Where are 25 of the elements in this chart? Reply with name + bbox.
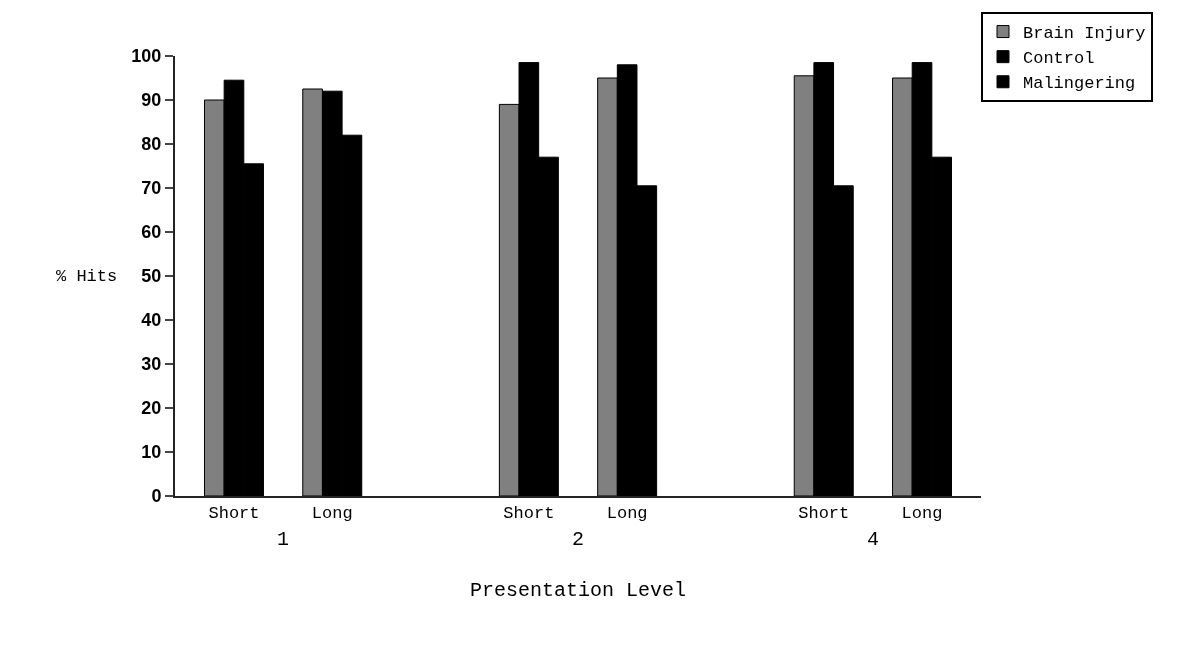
text: 1 — [277, 528, 290, 551]
x-tick-label: Short — [503, 504, 555, 524]
y-tick-label: 70 — [141, 178, 162, 199]
x-tick-label: Long — [901, 504, 943, 524]
legend-label: Brain Injury — [1023, 24, 1146, 44]
x-tick-label: Short — [208, 504, 260, 524]
legend-label: Malingering — [1023, 74, 1136, 94]
y-tick-label: 40 — [141, 310, 162, 331]
legend-label: Control — [1023, 49, 1095, 69]
x-tick-label: Long — [311, 504, 353, 524]
y-tick-label: 10 — [141, 442, 162, 463]
y-tick-label: 100 — [131, 46, 162, 67]
y-tick-label: 20 — [141, 398, 162, 419]
text: 4 — [867, 528, 880, 551]
y-tick-label: 0 — [151, 486, 162, 507]
y-tick-label: 60 — [141, 222, 162, 243]
y-axis-title: % Hits — [56, 267, 118, 286]
x-tick-label: Short — [798, 504, 850, 524]
x-tick-label: Long — [606, 504, 648, 524]
y-tick-label: 80 — [141, 134, 162, 155]
y-tick-label: 50 — [141, 266, 162, 287]
y-tick-label: 90 — [141, 90, 162, 111]
text: 2 — [572, 528, 585, 551]
x-axis-title: Presentation Level — [469, 579, 687, 603]
y-tick-label: 30 — [141, 354, 162, 375]
